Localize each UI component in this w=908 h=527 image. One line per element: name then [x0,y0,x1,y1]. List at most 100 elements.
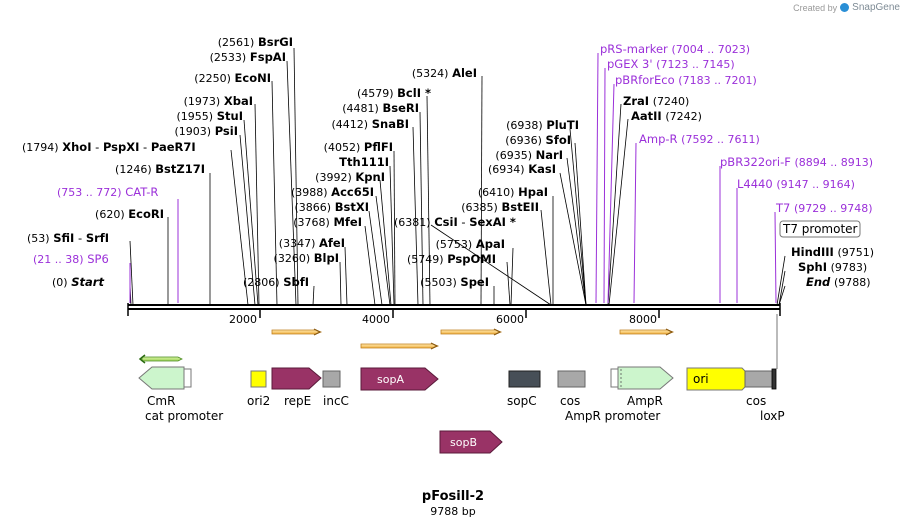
snapgene-credit: Created by SnapGene [793,2,900,13]
site-label[interactable]: (5503) SpeI [420,275,489,289]
site-label[interactable]: (2533) FspAI [210,50,286,64]
cos-feature[interactable] [744,370,774,388]
site-leaders [129,47,786,306]
site-label[interactable]: (2561) BsrGI [218,35,293,49]
plasmid-size: 9788 bp [430,505,475,518]
site-label[interactable]: (1955) StuI [177,109,243,123]
site-label[interactable]: (6381) CsiI - SexAI * [394,215,516,229]
site-label[interactable]: (6936) SfoI [505,133,571,147]
site-label[interactable]: (5324) AleI [412,66,477,80]
site-label[interactable]: AatII (7242) [631,109,702,123]
primer-label[interactable]: T7 (9729 .. 9748) [775,201,873,215]
site-label[interactable]: (3992) KpnI [315,170,385,184]
incc-feature[interactable] [322,370,341,388]
cos-feature[interactable] [557,370,586,388]
orf-arrow-icon [430,342,439,350]
site-label[interactable]: (5753) ApaI [436,237,505,251]
orf-arrow-icon [138,354,146,364]
orfs [138,328,675,364]
site-label[interactable]: (1246) BstZ17I [115,162,205,176]
site-label[interactable]: (4052) PflFI [324,140,393,154]
credit-prefix: Created by [793,2,838,13]
site-label[interactable]: End (9788) [806,275,871,289]
primer-label[interactable]: pBR322ori-F (8894 .. 8913) [720,155,873,169]
feature-label: sopA [377,373,404,386]
t7-promoter-box [779,220,861,238]
primer-label[interactable]: L4440 (9147 .. 9164) [737,177,855,191]
cmr-feature[interactable] [138,366,185,390]
primer-label[interactable]: Amp-R (7592 .. 7611) [639,132,760,146]
backbone [127,303,781,318]
feature-label: cos [746,394,766,408]
orf-arrow-icon [313,328,322,336]
cat-promoter-feature[interactable] [183,368,192,388]
plasmid-name: pFosill-2 [422,489,484,504]
feature-label: incC [323,394,349,408]
site-label[interactable]: (5749) PspOMI [407,252,496,266]
primer-leaders [129,52,777,304]
snapgene-logo-icon [840,3,850,12]
site-label[interactable]: (3866) BstXI [295,200,370,214]
site-label[interactable]: (2250) EcoNI [194,71,271,85]
sopc-feature[interactable] [508,370,541,388]
sopb-feature[interactable] [439,430,503,454]
site-label[interactable]: (6385) BstEII [461,200,539,214]
features: CmR cat promoter ori2 repE incC sopA sop… [138,314,785,454]
site-label[interactable]: (4481) BseRI [342,101,419,115]
site-label[interactable]: Tth111I [339,155,389,169]
orf-bar[interactable] [141,356,183,362]
orf-bar[interactable] [271,329,323,335]
feature-label: cat promoter [145,409,223,423]
orf-bar[interactable] [360,343,440,349]
feature-label: cos [560,394,580,408]
site-label[interactable]: SphI (9783) [798,260,867,274]
restriction-sites: (2561) BsrGI (2533) FspAI (2250) EcoNI (… [22,35,874,289]
site-label[interactable]: (6934) KasI [488,162,556,176]
feature-label: CmR [147,394,175,408]
site-label[interactable]: (6935) NarI [495,148,563,162]
site-label[interactable]: (6410) HpaI [478,185,548,199]
primer-label[interactable]: pGEX 3' (7123 .. 7145) [607,57,735,71]
primer-label[interactable]: (753 .. 772) CAT-R [57,185,158,199]
t7-promoter-label[interactable]: T7 promoter [782,222,858,236]
ori2-feature[interactable] [250,370,267,388]
site-label[interactable]: (4412) SnaBI [331,117,409,131]
site-label[interactable]: (1794) XhoI - PspXI - PaeR7I [22,140,196,154]
site-label[interactable]: (620) EcoRI [95,207,164,221]
orf-arrow-icon [493,328,502,336]
orf-arrow-icon [665,328,674,336]
site-label[interactable]: (3988) Acc65I [291,185,374,199]
site-label[interactable]: ZraI (7240) [623,94,689,108]
site-label[interactable]: (1973) XbaI [184,94,253,108]
primer-label[interactable]: pBRforEco (7183 .. 7201) [615,73,757,87]
feature-label: ori2 [247,394,270,408]
feature-label: ori [693,372,709,386]
site-label[interactable]: (4579) BclI * [357,86,431,100]
site-label[interactable]: HindIII (9751) [791,245,874,259]
sopa-feature[interactable] [360,367,439,391]
orf-bar[interactable] [619,329,675,335]
feature-label: sopB [450,436,477,449]
site-label[interactable]: (6938) PluTI [506,118,579,132]
site-label[interactable]: (3260) BlpI [274,251,339,265]
ampr-promoter-feature[interactable] [610,368,619,388]
primer-label[interactable]: (21 .. 38) SP6 [33,252,109,266]
ampr-feature[interactable] [617,366,674,390]
orf-bar[interactable] [440,329,503,335]
site-label[interactable]: (53) SfiI - SrfI [27,231,109,245]
site-label[interactable]: (1903) PsiI [174,124,238,138]
repe-feature[interactable] [271,367,322,390]
feature-label: repE [284,394,311,408]
site-label[interactable]: (0) Start [52,275,104,289]
loxp-feature[interactable] [771,368,777,390]
tick-label: 4000 [362,313,390,326]
site-label[interactable]: (2806) SbfI [243,275,309,289]
site-label[interactable]: (3768) MfeI [293,215,362,229]
feature-label: loxP [760,409,785,423]
site-label[interactable]: (3347) AfeI [279,236,345,250]
primers: (753 .. 772) CAT-R (21 .. 38) SP6 pRS-ma… [33,42,873,266]
primer-label[interactable]: pRS-marker (7004 .. 7023) [600,42,750,56]
tick-label: 2000 [229,313,257,326]
tick-label: 6000 [496,313,524,326]
